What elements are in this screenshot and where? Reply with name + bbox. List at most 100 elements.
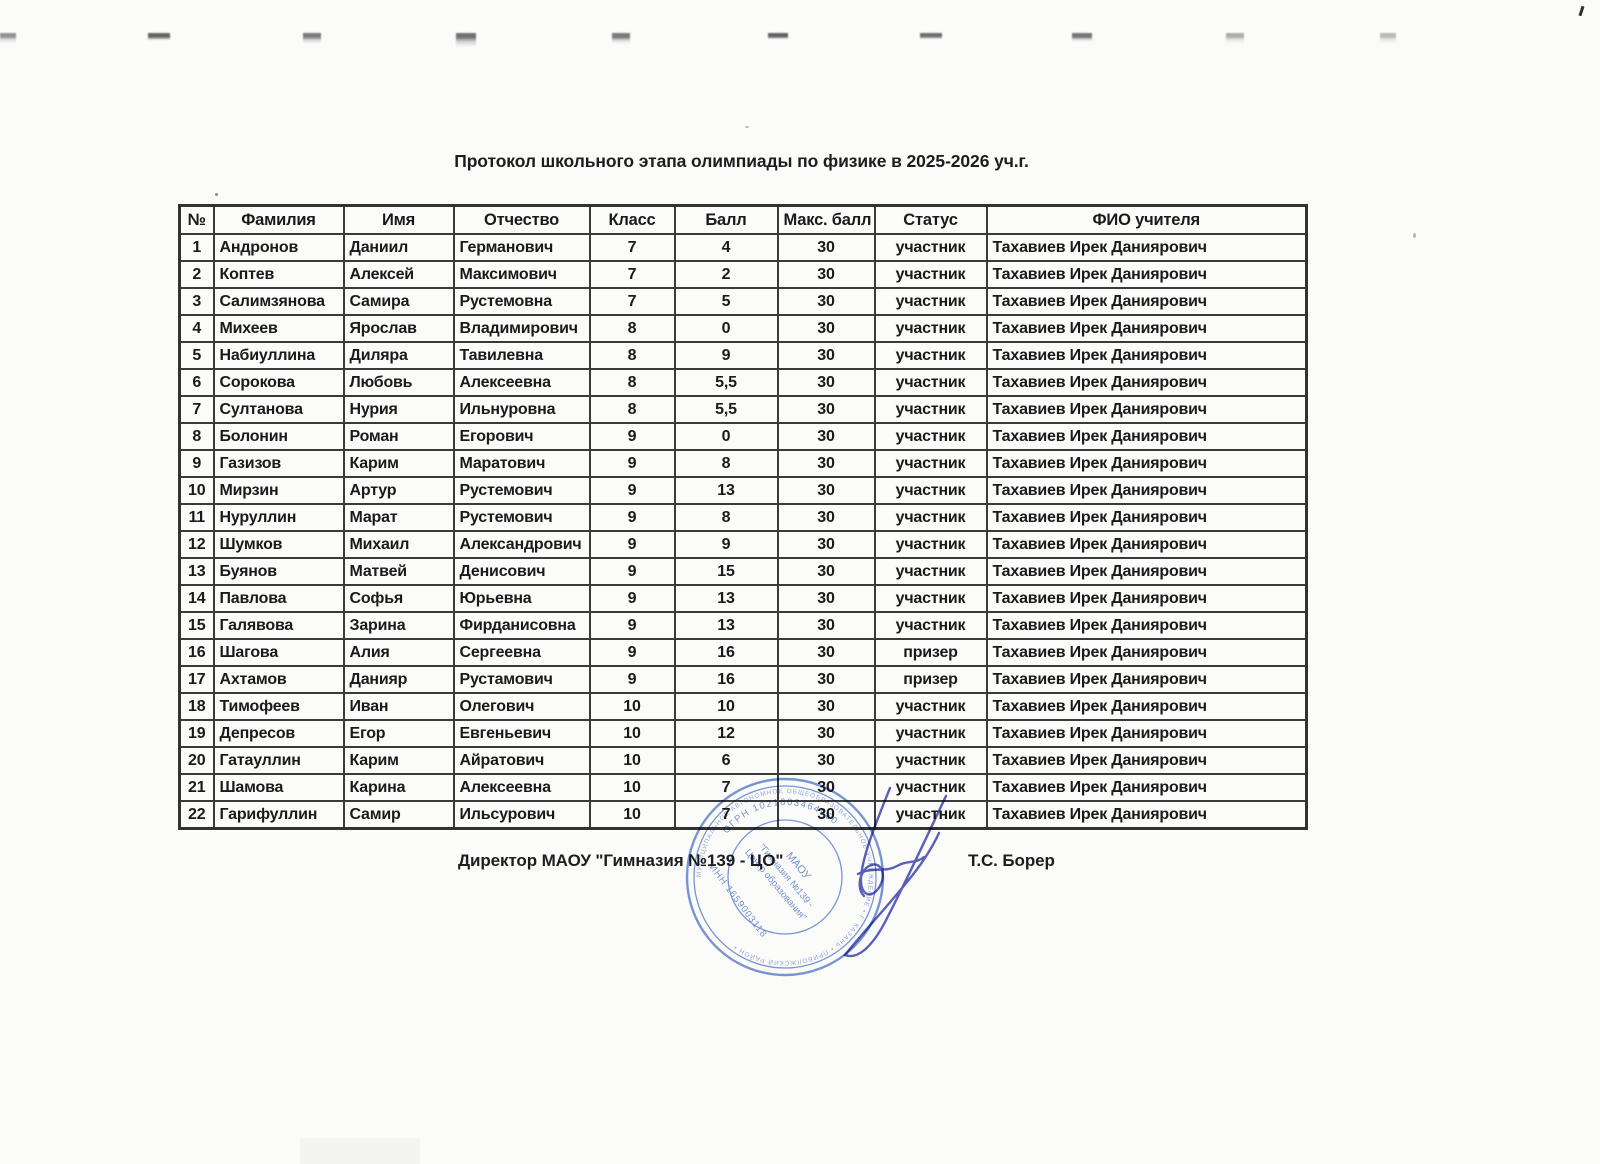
cell-patronymic: Сергеевна: [452, 638, 591, 667]
cell-surname: Набиуллина: [212, 341, 345, 370]
cell-max-score: 30: [776, 692, 876, 721]
director-label: Директор МАОУ "Гимназия №139 - ЦО": [458, 851, 784, 870]
cell-patronymic: Маратович: [452, 449, 591, 478]
table-row: 19 Депресов Егор Евгеньевич 10 12 30 участник Та…: [178, 719, 1308, 748]
cell-surname: Буянов: [212, 557, 345, 586]
table-row: 17 Ахтамов Данияр Рустамович 9 16 30 призер Таха…: [178, 665, 1308, 694]
cell-patronymic: Фирданисовна: [452, 611, 591, 640]
cell-score: 16: [673, 665, 779, 694]
cell-score: 2: [673, 260, 779, 289]
table-container: № Фамилия Имя Отчество Класс Балл Макс. балл Ст…: [178, 204, 1308, 830]
cell-num: 9: [178, 449, 215, 478]
cell-max-score: 30: [776, 530, 876, 559]
cell-name: Ярослав: [342, 314, 455, 343]
cell-status: участник: [873, 719, 988, 748]
header-teacher: ФИО учителя: [985, 204, 1308, 235]
table-row: 12 Шумков Михаил Александрович 9 9 30 участник Т…: [178, 530, 1308, 559]
scan-artifact: [1380, 33, 1396, 44]
table-row: 8 Болонин Роман Егорович 9 0 30 участник Тахавие…: [178, 422, 1308, 451]
cell-status: участник: [873, 773, 988, 802]
cell-surname: Газизов: [212, 449, 345, 478]
scan-artifact: [745, 126, 749, 128]
cell-class: 10: [588, 746, 676, 775]
cell-patronymic: Рустемовна: [452, 287, 591, 316]
cell-num: 20: [178, 746, 215, 775]
header-surname: Фамилия: [212, 204, 345, 235]
table-row: 11 Нуруллин Марат Рустемович 9 8 30 участник Тах…: [178, 503, 1308, 532]
cell-num: 10: [178, 476, 215, 505]
header-row: № Фамилия Имя Отчество Класс Балл Макс. балл Ст…: [178, 204, 1308, 235]
cell-status: участник: [873, 314, 988, 343]
cell-status: участник: [873, 287, 988, 316]
table-row: 5 Набиуллина Диляра Тавилевна 8 9 30 участник Та…: [178, 341, 1308, 370]
table-row: 22 Гарифуллин Самир Ильсурович 10 7 30 участник…: [178, 800, 1308, 830]
cell-patronymic: Юрьевна: [452, 584, 591, 613]
cell-class: 10: [588, 692, 676, 721]
cell-patronymic: Ильнуровна: [452, 395, 591, 424]
cell-status: участник: [873, 233, 988, 262]
cell-num: 2: [178, 260, 215, 289]
header-patronymic: Отчество: [452, 204, 591, 235]
cell-status: участник: [873, 530, 988, 559]
cell-num: 18: [178, 692, 215, 721]
cell-class: 10: [588, 773, 676, 802]
table-row: 3 Салимзянова Самира Рустемовна 7 5 30 участник…: [178, 287, 1308, 316]
cell-status: призер: [873, 638, 988, 667]
cell-name: Софья: [342, 584, 455, 613]
school-stamp-icon: МУНИЦИПАЛЬНОЕ АВТОНОМНОЕ ОБЩЕОБРАЗОВАТЕЛ…: [685, 777, 885, 977]
cell-num: 5: [178, 341, 215, 370]
cell-max-score: 30: [776, 557, 876, 586]
cell-surname: Гарифуллин: [212, 800, 345, 830]
cell-num: 1: [178, 233, 215, 262]
scan-artifact: [303, 33, 321, 44]
header-num: №: [178, 204, 215, 235]
cell-surname: Коптев: [212, 260, 345, 289]
cell-max-score: 30: [776, 368, 876, 397]
cell-score: 9: [673, 530, 779, 559]
scan-artifact: [148, 33, 170, 40]
cell-teacher: Тахавиев Ирек Даниярович: [985, 341, 1308, 370]
cell-score: 9: [673, 341, 779, 370]
cell-name: Артур: [342, 476, 455, 505]
cell-num: 22: [178, 800, 215, 830]
cell-class: 7: [588, 287, 676, 316]
cell-max-score: 30: [776, 287, 876, 316]
table-row: 9 Газизов Карим Маратович 9 8 30 участник Тахави…: [178, 449, 1308, 478]
scan-artifact: [1578, 5, 1585, 17]
scan-artifact: [612, 33, 630, 44]
cell-teacher: Тахавиев Ирек Даниярович: [985, 746, 1308, 775]
cell-teacher: Тахавиев Ирек Даниярович: [985, 665, 1308, 694]
signature: [843, 786, 948, 958]
cell-status: участник: [873, 449, 988, 478]
cell-teacher: Тахавиев Ирек Даниярович: [985, 638, 1308, 667]
cell-score: 13: [673, 476, 779, 505]
cell-surname: Павлова: [212, 584, 345, 613]
table-row: 10 Мирзин Артур Рустемович 9 13 30 участник Таха…: [178, 476, 1308, 505]
cell-patronymic: Алексеевна: [452, 773, 591, 802]
scan-artifact: [1413, 233, 1416, 238]
cell-surname: Болонин: [212, 422, 345, 451]
cell-teacher: Тахавиев Ирек Даниярович: [985, 719, 1308, 748]
cell-num: 3: [178, 287, 215, 316]
cell-teacher: Тахавиев Ирек Даниярович: [985, 557, 1308, 586]
cell-patronymic: Евгеньевич: [452, 719, 591, 748]
table-row: 4 Михеев Ярослав Владимирович 8 0 30 участник Та…: [178, 314, 1308, 343]
cell-num: 21: [178, 773, 215, 802]
cell-patronymic: Алексеевна: [452, 368, 591, 397]
cell-surname: Андронов: [212, 233, 345, 262]
cell-patronymic: Айратович: [452, 746, 591, 775]
cell-max-score: 30: [776, 233, 876, 262]
table-row: 16 Шагова Алия Сергеевна 9 16 30 призер Тахавиев…: [178, 638, 1308, 667]
cell-num: 16: [178, 638, 215, 667]
cell-surname: Шагова: [212, 638, 345, 667]
cell-num: 13: [178, 557, 215, 586]
cell-class: 9: [588, 422, 676, 451]
cell-score: 7: [673, 800, 779, 830]
cell-max-score: 30: [776, 746, 876, 775]
cell-max-score: 30: [776, 260, 876, 289]
cell-patronymic: Олегович: [452, 692, 591, 721]
table-row: 18 Тимофеев Иван Олегович 10 10 30 участник Таха…: [178, 692, 1308, 721]
cell-class: 9: [588, 584, 676, 613]
cell-name: Алия: [342, 638, 455, 667]
director-name: Т.С. Борер: [968, 851, 1055, 870]
